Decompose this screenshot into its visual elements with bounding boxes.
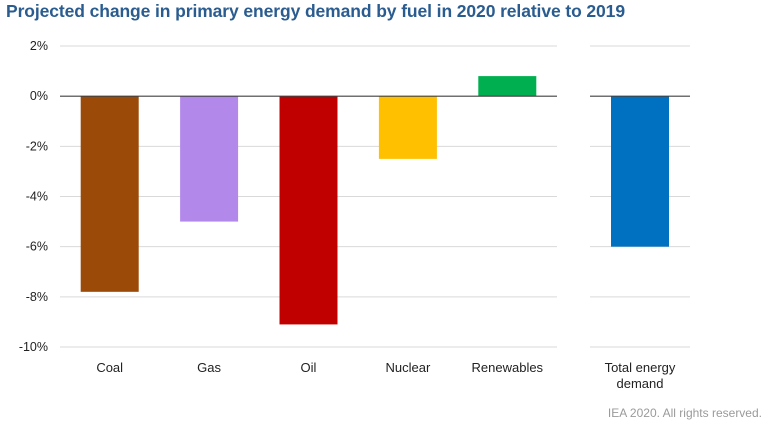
bar-total-energy-demand	[611, 96, 669, 247]
bar-gas	[180, 96, 239, 222]
bar-coal	[80, 96, 139, 292]
bar-renewables	[478, 76, 537, 97]
chart-title: Projected change in primary energy deman…	[6, 1, 625, 21]
bar-nuclear	[378, 96, 437, 159]
bar-oil	[279, 96, 338, 325]
bars	[80, 76, 669, 325]
x-category-label: Total energy	[605, 360, 676, 375]
x-axis-category-labels: Coal Gas Oil Nuclear Renewables Total energyd…	[96, 360, 676, 391]
y-axis-tick-labels: 2% 0% -2% -4% -6% -8% -10%	[19, 39, 48, 354]
y-tick-label: 2%	[30, 39, 48, 53]
y-tick-label: -4%	[26, 190, 48, 204]
x-category-label: demand	[617, 376, 664, 391]
x-category-label: Nuclear	[386, 360, 431, 375]
x-category-label: Renewables	[472, 360, 544, 375]
gridlines	[60, 45, 690, 348]
x-category-label: Coal	[96, 360, 123, 375]
y-tick-label: -8%	[26, 290, 48, 304]
y-tick-label: -2%	[26, 139, 48, 153]
y-tick-label: -10%	[19, 340, 48, 354]
source-note: IEA 2020. All rights reserved.	[607, 406, 762, 420]
y-tick-label: -6%	[26, 240, 48, 254]
x-category-label: Oil	[301, 360, 317, 375]
x-category-label: Gas	[197, 360, 221, 375]
y-tick-label: 0%	[30, 89, 48, 103]
